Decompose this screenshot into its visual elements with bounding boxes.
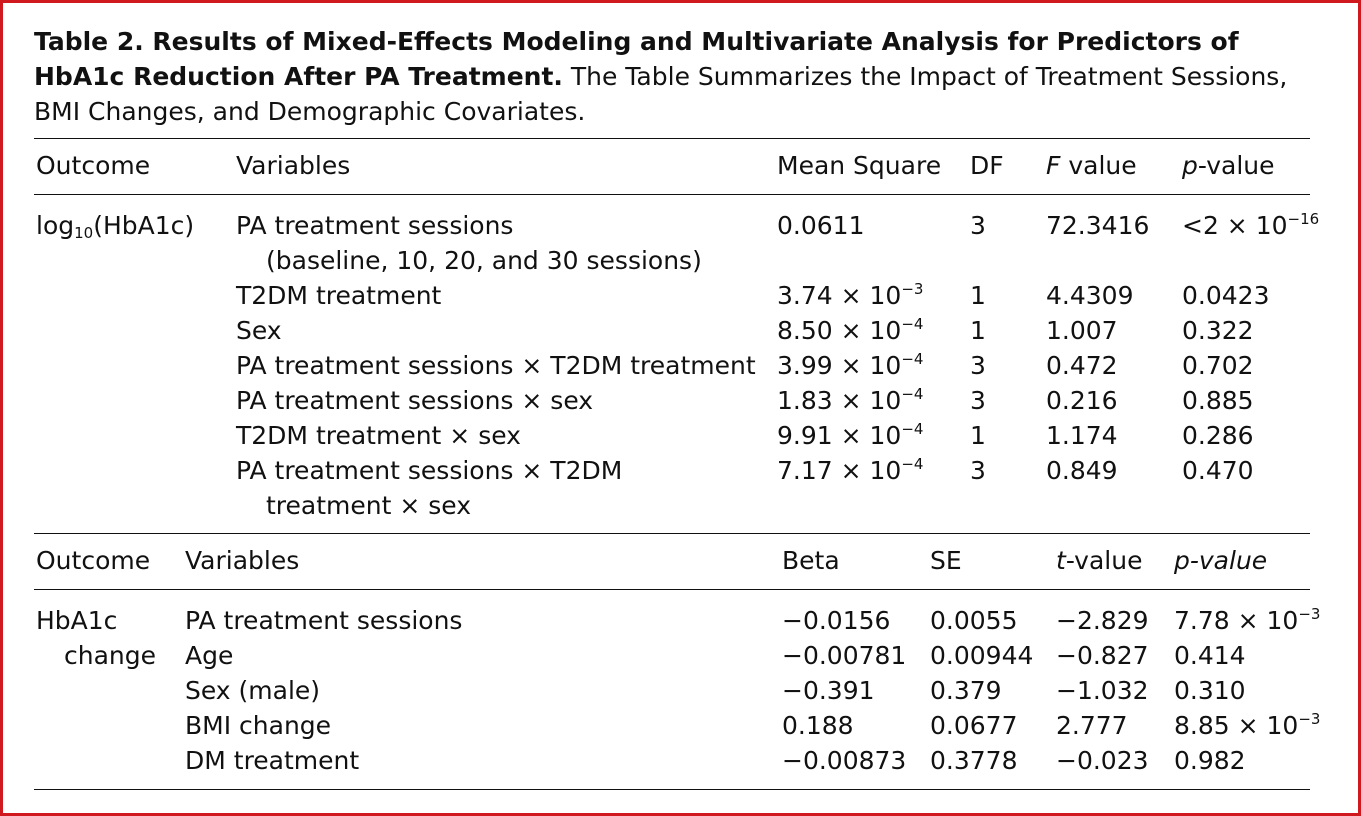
t2-header-se: SE <box>930 546 962 575</box>
t2-row-t-value: −1.032 <box>1056 676 1149 705</box>
t2-row-t-value: −0.827 <box>1056 641 1149 670</box>
table2-header-rule <box>34 589 1310 590</box>
t1-row-f-value: 0.472 <box>1046 351 1118 380</box>
t2-row-t-value: 2.777 <box>1056 711 1128 740</box>
t1-row-df: 3 <box>970 386 986 415</box>
t2-row-variable: PA treatment sessions <box>185 606 463 635</box>
t1-header-p-value: p-value <box>1182 151 1275 180</box>
t2-header-t-value: t-value <box>1056 546 1143 575</box>
t1-row-variable: PA treatment sessions × T2DM <box>236 456 623 485</box>
t1-header-df: DF <box>970 151 1004 180</box>
t1-row-p-value: 0.286 <box>1182 421 1254 450</box>
t2-header-beta: Beta <box>782 546 840 575</box>
t1-header-variables: Variables <box>236 151 351 180</box>
t1-row-mean-square: 9.91 × 10−4 <box>777 420 924 450</box>
t2-row-variable: Age <box>185 641 234 670</box>
t1-row-f-value: 4.4309 <box>1046 281 1134 310</box>
t2-row-p-value: 7.78 × 10−3 <box>1174 605 1321 635</box>
t1-row-variable: T2DM treatment × sex <box>236 421 521 450</box>
t2-outcome-label-cont: change <box>64 641 157 670</box>
t1-row-p-value: <2 × 10−16 <box>1182 210 1320 240</box>
t1-row-p-value: 0.470 <box>1182 456 1254 485</box>
t1-row-df: 3 <box>970 211 986 240</box>
t1-row-mean-square: 8.50 × 10−4 <box>777 315 924 345</box>
t2-outcome-label: HbA1c <box>36 606 118 635</box>
t1-row-df: 1 <box>970 316 986 345</box>
t1-row-f-value: 0.216 <box>1046 386 1118 415</box>
t1-header-mean-square: Mean Square <box>777 151 942 180</box>
t2-row-se: 0.379 <box>930 676 1002 705</box>
t1-row-f-value: 1.174 <box>1046 421 1118 450</box>
t1-row-p-value: 0.322 <box>1182 316 1254 345</box>
t1-row-df: 1 <box>970 421 986 450</box>
t2-header-outcome: Outcome <box>36 546 151 575</box>
t2-row-se: 0.0677 <box>930 711 1018 740</box>
t2-row-t-value: −2.829 <box>1056 606 1149 635</box>
t2-row-variable: Sex (male) <box>185 676 321 705</box>
t2-header-p-value: p-value <box>1174 546 1268 575</box>
table1-header-rule <box>34 194 1310 195</box>
caption-title: Table 2. Results of Mixed-Effects Modeli… <box>34 27 1239 91</box>
t1-row-f-value: 0.849 <box>1046 456 1118 485</box>
t2-row-beta: 0.188 <box>782 711 854 740</box>
t1-row-variable-cont: (baseline, 10, 20, and 30 sessions) <box>266 246 702 275</box>
t1-row-variable: PA treatment sessions × sex <box>236 386 594 415</box>
t1-row-p-value: 0.0423 <box>1182 281 1270 310</box>
t1-header-f-value: F value <box>1046 151 1137 180</box>
t2-row-se: 0.0055 <box>930 606 1018 635</box>
t2-row-beta: −0.00781 <box>782 641 907 670</box>
t1-row-variable: PA treatment sessions <box>236 211 514 240</box>
t2-header-variables: Variables <box>185 546 300 575</box>
t1-row-variable: Sex <box>236 316 282 345</box>
t1-row-mean-square: 3.74 × 10−3 <box>777 280 924 310</box>
t2-row-se: 0.3778 <box>930 746 1018 775</box>
table-caption: Table 2. Results of Mixed-Effects Modeli… <box>34 24 1319 129</box>
t1-row-p-value: 0.885 <box>1182 386 1254 415</box>
t1-row-variable-cont: treatment × sex <box>266 491 472 520</box>
t2-row-p-value: 0.982 <box>1174 746 1246 775</box>
t1-row-df: 3 <box>970 351 986 380</box>
t1-row-df: 3 <box>970 456 986 485</box>
t2-row-t-value: −0.023 <box>1056 746 1149 775</box>
t2-row-se: 0.00944 <box>930 641 1034 670</box>
t1-row-variable: PA treatment sessions × T2DM treatment <box>236 351 756 380</box>
t2-row-beta: −0.0156 <box>782 606 891 635</box>
t1-row-p-value: 0.702 <box>1182 351 1254 380</box>
t2-row-p-value: 8.85 × 10−3 <box>1174 710 1321 740</box>
t1-row-mean-square: 0.0611 <box>777 211 865 240</box>
t1-row-mean-square: 7.17 × 10−4 <box>777 455 924 485</box>
table2-bottom-rule <box>34 789 1310 790</box>
t1-row-df: 1 <box>970 281 986 310</box>
t1-row-f-value: 1.007 <box>1046 316 1118 345</box>
t2-row-p-value: 0.310 <box>1174 676 1246 705</box>
table1-bottom-rule <box>34 533 1310 534</box>
t1-outcome-label: log10(HbA1c) <box>36 211 195 242</box>
table1-top-rule <box>34 138 1310 139</box>
t1-row-f-value: 72.3416 <box>1046 211 1150 240</box>
t2-row-variable: DM treatment <box>185 746 360 775</box>
t2-row-beta: −0.391 <box>782 676 875 705</box>
t1-row-variable: T2DM treatment <box>236 281 442 310</box>
t2-row-variable: BMI change <box>185 711 332 740</box>
caption-description: The Table Summarizes the Impact of Treat… <box>34 62 1288 126</box>
t2-row-p-value: 0.414 <box>1174 641 1246 670</box>
t1-header-outcome: Outcome <box>36 151 151 180</box>
t1-row-mean-square: 3.99 × 10−4 <box>777 350 924 380</box>
t1-row-mean-square: 1.83 × 10−4 <box>777 385 924 415</box>
t2-row-beta: −0.00873 <box>782 746 907 775</box>
